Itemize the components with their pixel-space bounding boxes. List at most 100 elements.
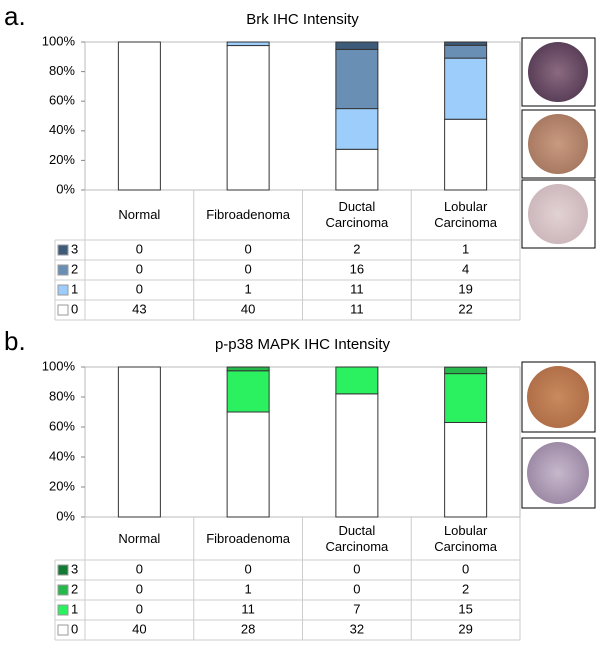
- table-cell: 1: [462, 241, 469, 256]
- legend-swatch: [57, 584, 69, 596]
- table-cell: 0: [136, 561, 143, 576]
- legend-label: 3: [71, 561, 78, 576]
- bar-segment: [444, 41, 488, 46]
- legend-label: 2: [71, 581, 78, 596]
- x-tick-label: Lobular Carcinoma: [434, 199, 498, 230]
- table-cell: 11: [350, 301, 364, 316]
- bar-segment: [444, 44, 488, 59]
- x-tick-label: Fibroadenoma: [206, 207, 291, 222]
- table-cell: 32: [350, 621, 364, 636]
- y-tick-label: 40%: [49, 448, 75, 463]
- legend-swatch: [57, 604, 69, 616]
- x-tick-label: Ductal Carcinoma: [325, 522, 389, 554]
- table-cell: 28: [241, 621, 255, 636]
- table-cell: 0: [353, 561, 360, 576]
- bar-segment: [335, 108, 379, 150]
- tissue-image: [528, 114, 588, 174]
- table-cell: 1: [245, 281, 252, 296]
- bar-segment: [444, 57, 488, 120]
- table-cell: 22: [458, 301, 472, 316]
- legend-label: 3: [71, 241, 78, 256]
- table-cell: 15: [458, 601, 472, 616]
- y-tick-label: 60%: [49, 93, 75, 108]
- y-tick-label: 100%: [42, 33, 76, 48]
- tissue-image: [527, 366, 589, 428]
- bar-segment: [444, 118, 488, 191]
- table-cell: 2: [353, 241, 360, 256]
- x-tick-label: Normal: [118, 530, 161, 546]
- legend-label: 0: [71, 621, 78, 636]
- x-tick-label: Ductal Carcinoma: [325, 199, 389, 230]
- legend-label: 1: [71, 601, 78, 616]
- y-tick-label: 0%: [56, 181, 75, 196]
- bar-segment: [335, 48, 379, 110]
- bar-segment: [444, 366, 488, 375]
- y-tick-label: 20%: [49, 152, 75, 167]
- table-cell: 29: [458, 621, 472, 636]
- photos: [521, 37, 596, 509]
- legend-swatch: [57, 284, 69, 296]
- panel-label: b.: [4, 326, 26, 356]
- table-cell: 11: [350, 281, 364, 296]
- bar-segment: [226, 45, 270, 191]
- x-tick-label: Lobular Carcinoma: [434, 522, 498, 554]
- bar-segment: [444, 422, 488, 518]
- table-cell: 1: [245, 581, 252, 596]
- y-tick-label: 100%: [42, 358, 76, 373]
- bar-segment: [444, 373, 488, 424]
- legend-label: 1: [71, 281, 78, 296]
- table-cell: 16: [350, 261, 364, 276]
- legend-label: 2: [71, 261, 78, 276]
- legend-swatch: [57, 264, 69, 276]
- table-cell: 0: [353, 581, 360, 596]
- bar-segment: [117, 366, 161, 518]
- table-cell: 0: [245, 561, 252, 576]
- bar-segment: [226, 366, 270, 372]
- table-cell: 7: [353, 601, 360, 616]
- table-cell: 40: [241, 301, 255, 316]
- legend-swatch: [57, 244, 69, 256]
- bar-segment: [335, 366, 379, 395]
- x-tick-label: Normal: [118, 207, 161, 222]
- bar-segment: [226, 411, 270, 518]
- table-cell: 0: [136, 581, 143, 596]
- bar-segment: [335, 41, 379, 50]
- legend-label: 0: [71, 301, 78, 316]
- table-cell: 43: [132, 301, 146, 316]
- y-tick-label: 60%: [49, 418, 75, 433]
- table-cell: 40: [132, 621, 146, 636]
- panel-label: a.: [4, 1, 26, 31]
- bar-segment: [335, 148, 379, 191]
- table-cell: 2: [462, 581, 469, 596]
- y-tick-label: 80%: [49, 388, 75, 403]
- legend-swatch: [57, 564, 69, 576]
- chart-title: Brk IHC Intensity: [246, 11, 359, 28]
- y-tick-label: 80%: [49, 63, 75, 78]
- table-cell: 11: [241, 601, 255, 616]
- tissue-image: [528, 42, 588, 102]
- legend-swatch: [57, 624, 69, 636]
- table-cell: 0: [136, 281, 143, 296]
- legend-swatch: [57, 304, 69, 316]
- tissue-image: [527, 442, 589, 504]
- y-tick-label: 20%: [49, 478, 75, 493]
- bar-segment: [226, 41, 270, 47]
- bar-segment: [226, 370, 270, 413]
- y-tick-label: 40%: [49, 122, 75, 137]
- table-cell: 0: [136, 601, 143, 616]
- y-tick-label: 0%: [56, 508, 75, 523]
- table-cell: 0: [136, 261, 143, 276]
- table-cell: 0: [245, 261, 252, 276]
- chart-title: p-p38 MAPK IHC Intensity: [215, 336, 391, 353]
- table-cell: 19: [458, 281, 472, 296]
- x-tick-label: Fibroadenoma: [206, 530, 291, 546]
- bar-segment: [335, 393, 379, 518]
- bar-segment: [117, 41, 161, 191]
- table-cell: 0: [462, 561, 469, 576]
- table-cell: 4: [462, 261, 469, 276]
- tissue-image: [528, 184, 588, 244]
- table-cell: 0: [136, 241, 143, 256]
- table-cell: 0: [245, 241, 252, 256]
